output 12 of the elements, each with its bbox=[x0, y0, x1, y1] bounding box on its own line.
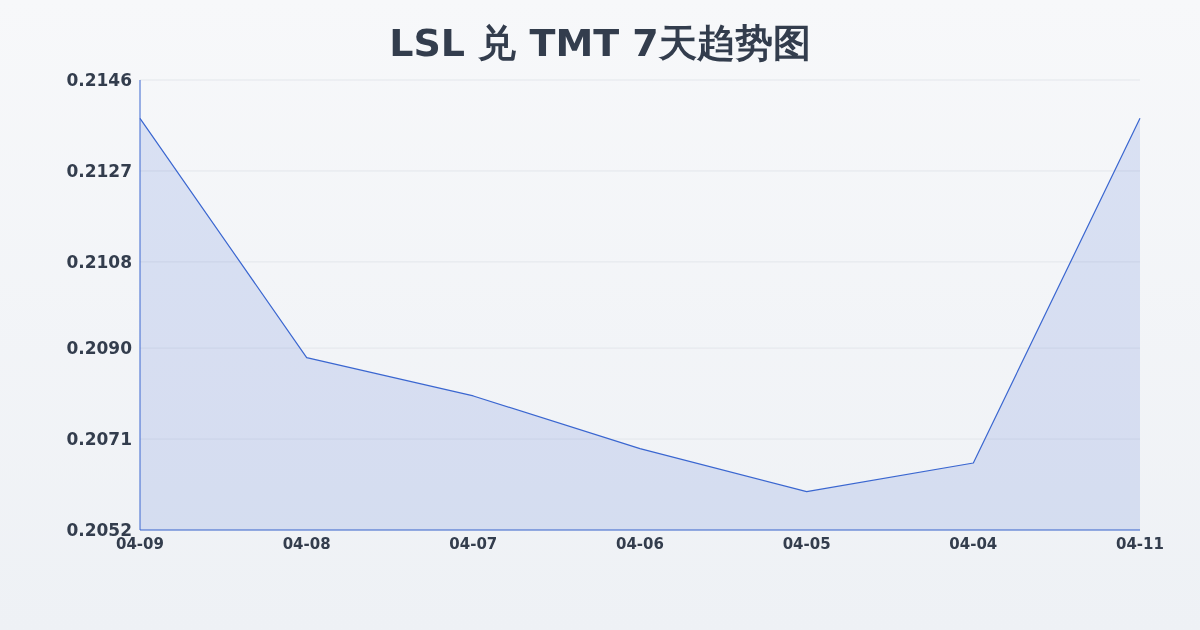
x-tick-label: 04-06 bbox=[616, 534, 664, 553]
x-tick-label: 04-11 bbox=[1116, 534, 1164, 553]
x-tick-label: 04-07 bbox=[449, 534, 498, 553]
x-tick-label: 04-05 bbox=[782, 534, 831, 553]
y-tick-label: 0.2108 bbox=[66, 251, 132, 272]
chart-title: LSL 兑 TMT 7天趋势图 bbox=[388, 20, 812, 67]
y-tick-label: 0.2127 bbox=[66, 160, 132, 181]
y-tick-label: 0.2071 bbox=[66, 429, 132, 450]
x-tick-label: 04-04 bbox=[949, 534, 998, 553]
y-tick-label: 0.2090 bbox=[66, 338, 133, 359]
x-tick-label: 04-08 bbox=[282, 534, 331, 553]
y-tick-label: 0.2146 bbox=[66, 70, 132, 91]
